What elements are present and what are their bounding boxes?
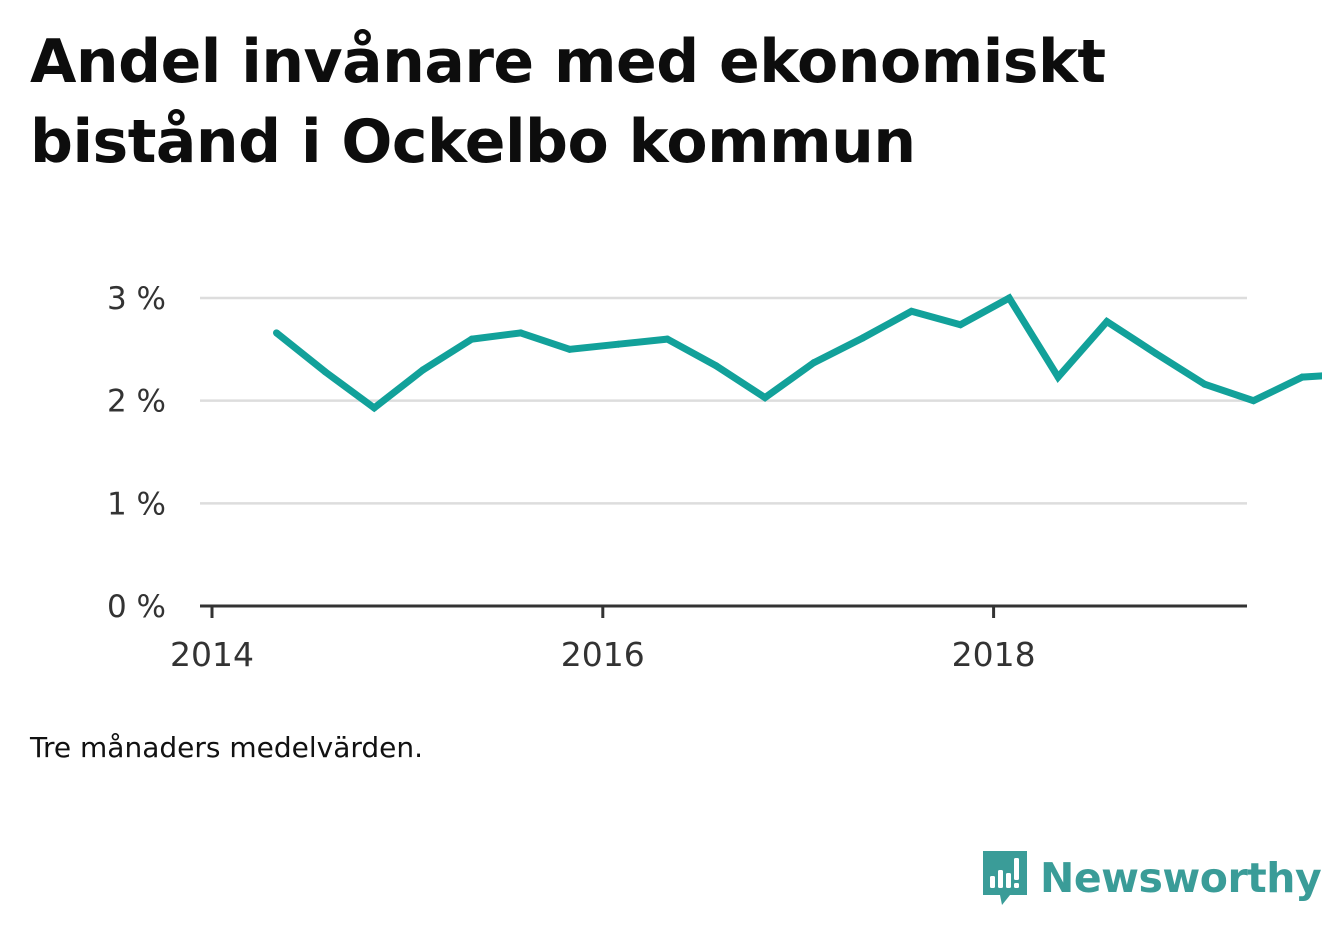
data-point [272, 329, 280, 337]
data-point [712, 362, 720, 370]
chart-note: Tre månaders medelvärden. [30, 731, 424, 764]
data-point [810, 359, 818, 367]
data-point [1201, 380, 1209, 388]
data-point [1249, 397, 1257, 405]
data-point [419, 366, 427, 374]
data-point [1152, 349, 1160, 357]
x-axis: 201420162018202020222024 [170, 604, 1247, 674]
data-point [908, 307, 916, 315]
series-line [274, 293, 1322, 413]
chart-title: Andel invånare med ekonomiskt bistånd i … [30, 27, 1106, 177]
x-tick-label: 2014 [170, 635, 254, 674]
data-point [468, 335, 476, 343]
data-point [956, 321, 964, 329]
data-point [1103, 318, 1111, 326]
data-point [321, 368, 329, 376]
y-axis-ticks: 0 % 1 % 2 % 3 % [107, 281, 166, 625]
bar-chart-speech-bubble-icon [983, 851, 1027, 905]
y-tick-label: 3 % [107, 281, 166, 317]
series-group [272, 293, 1322, 413]
data-point [614, 340, 622, 348]
data-point [517, 329, 525, 337]
line-chart: 0 %1 %2 %3 % 201420162018202020222024 [107, 281, 1322, 674]
data-point [566, 345, 574, 353]
x-tick-label: 2018 [952, 635, 1036, 674]
data-point [663, 335, 671, 343]
data-point [1298, 373, 1306, 381]
y-tick-label: 1 % [107, 486, 166, 522]
newsworthy-logo: Newsworthy [980, 848, 1322, 908]
data-point [370, 404, 378, 412]
data-point [859, 334, 867, 342]
data-point [1005, 294, 1013, 302]
y-tick-label: 0 % [107, 589, 166, 625]
grid-lines [200, 296, 1247, 505]
y-tick-label: 2 % [107, 384, 166, 420]
data-point [761, 394, 769, 402]
x-tick-label: 2016 [561, 635, 645, 674]
brand-name: Newsworthy [1040, 854, 1322, 902]
data-point [1054, 373, 1062, 381]
